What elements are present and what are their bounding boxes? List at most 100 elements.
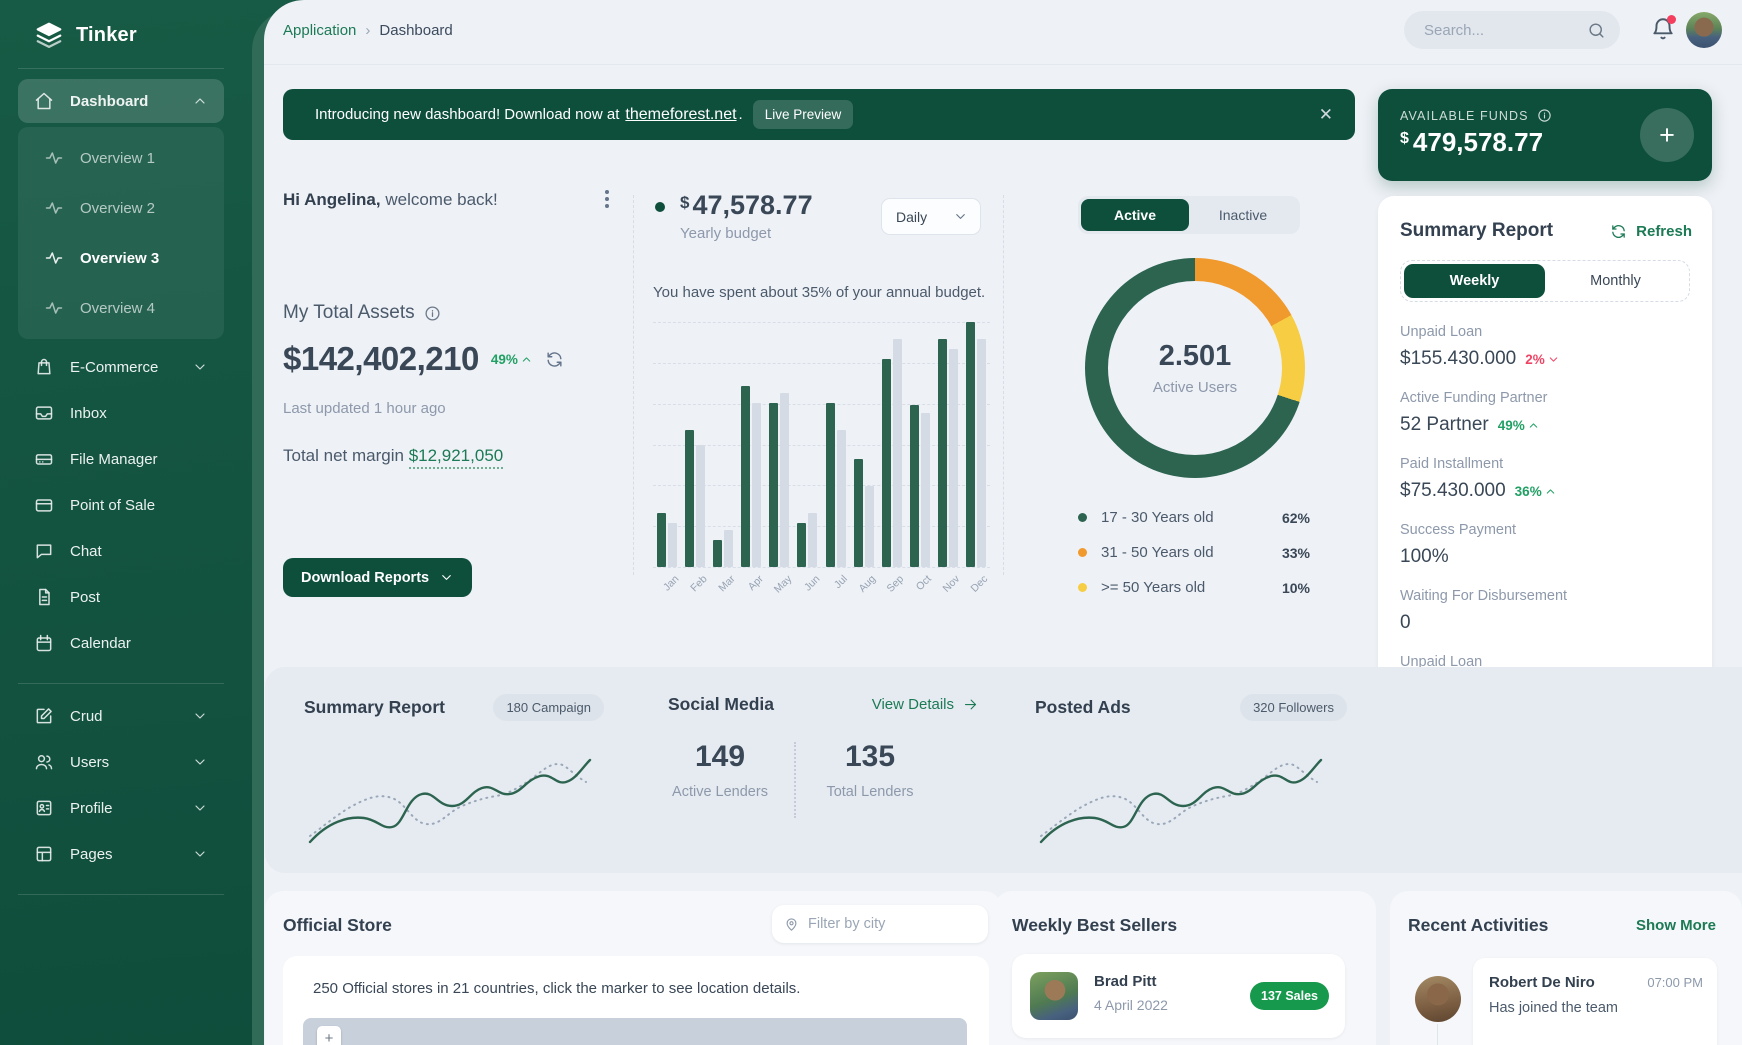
stat-label: Active Funding Partner [1400, 390, 1548, 406]
tab-monthly[interactable]: Monthly [1590, 273, 1641, 289]
summary-stat: Paid Installment $75.430.000 36% [1400, 456, 1690, 502]
view-details-link[interactable]: View Details [872, 696, 978, 713]
sidebar-item-point-of-sale[interactable]: Point of Sale [18, 483, 224, 527]
range-selected-value: Daily [896, 208, 928, 225]
user-avatar[interactable] [1686, 12, 1722, 48]
banner-link[interactable]: themeforest.net [625, 105, 737, 123]
sidebar-item-inbox[interactable]: Inbox [18, 391, 224, 435]
city-filter[interactable] [772, 905, 988, 943]
bar-budget [892, 339, 902, 567]
bar-spent [685, 429, 695, 567]
add-funds-button[interactable]: + [1640, 108, 1694, 162]
refresh-icon[interactable] [545, 350, 564, 369]
chevron-down-icon [956, 214, 965, 219]
search-box[interactable] [1404, 11, 1620, 49]
total-lenders-label: Total Lenders [826, 784, 914, 800]
chevron-up-icon [522, 356, 531, 362]
stat-label: Unpaid Loan [1400, 654, 1483, 670]
activity-name: Robert De Niro [1489, 974, 1595, 991]
sidebar-divider [18, 683, 224, 684]
net-margin-value[interactable]: $12,921,050 [408, 446, 504, 469]
sidebar-item-users[interactable]: Users [18, 740, 224, 784]
social-stats: 149 Active Lenders 135 Total Lenders [668, 740, 968, 818]
bar-spent [937, 339, 947, 567]
sidebar-item-pages[interactable]: Pages [18, 832, 224, 876]
breadcrumb-application[interactable]: Application [283, 22, 357, 39]
sidebar-item-overview-1[interactable]: Overview 1 [28, 133, 214, 183]
funds-label-row: AVAILABLE FUNDS [1400, 108, 1552, 123]
summary-stats: Unpaid Loan $155.430.000 2% Active Funding… [1400, 324, 1690, 720]
sidebar-item-e-commerce[interactable]: E-Commerce [18, 345, 224, 389]
donut-legend: 17 - 30 Years old 62% 31 - 50 Years old … [1078, 500, 1310, 605]
toggle-active[interactable]: Active [1081, 199, 1189, 231]
activity-time: 07:00 PM [1647, 975, 1703, 990]
seller-list-item[interactable]: Brad Pitt 4 April 2022 137 Sales [1012, 954, 1345, 1038]
campaign-badge: 180 Campaign [493, 694, 604, 721]
sidebar-item-label: File Manager [70, 450, 158, 468]
seller-name: Brad Pitt [1094, 973, 1157, 990]
assets-value-row: $142,402,210 49% [283, 340, 564, 378]
sidebar-item-file-manager[interactable]: File Manager [18, 437, 224, 481]
search-input[interactable] [1424, 21, 1574, 39]
sidebar-item-dashboard[interactable]: Dashboard [18, 79, 224, 123]
bar-group-may: May [765, 322, 794, 596]
chev-down-icon [195, 759, 205, 765]
toggle-inactive[interactable]: Inactive [1218, 207, 1268, 223]
sidebar-item-overview-4[interactable]: Overview 4 [28, 283, 214, 333]
bar-budget [724, 530, 734, 567]
breadcrumb-dashboard: Dashboard [379, 22, 453, 39]
sidebar-divider [18, 68, 224, 69]
sidebar-item-profile[interactable]: Profile [18, 786, 224, 830]
brand-name: Tinker [76, 23, 137, 46]
funds-currency: $ [1400, 130, 1409, 147]
file-text-icon [39, 588, 50, 606]
budget-label: Yearly budget [680, 225, 772, 242]
banner-close-icon[interactable]: ✕ [1318, 104, 1333, 124]
sidebar-item-calendar[interactable]: Calendar [18, 621, 224, 665]
chev-down-icon [1549, 356, 1557, 362]
legend-label: 31 - 50 Years old [1101, 544, 1214, 561]
tab-weekly[interactable]: Weekly [1404, 264, 1545, 298]
summary-stat: Unpaid Loan $155.430.000 2% [1400, 324, 1690, 370]
activity-list-item[interactable]: Robert De Niro 07:00 PM Has joined the t… [1473, 958, 1717, 1045]
brand[interactable]: Tinker [0, 0, 242, 50]
active-lenders-value: 149 [694, 740, 746, 773]
stat-delta: 49% [1498, 418, 1540, 433]
recent-activities-title: Recent Activities [1408, 915, 1549, 935]
best-sellers-title: Weekly Best Sellers [1012, 915, 1178, 935]
live-preview-button[interactable]: Live Preview [752, 100, 854, 129]
chev-up-icon [195, 98, 205, 104]
widget-menu-button[interactable] [598, 190, 616, 212]
budget-range-select[interactable]: Daily [881, 198, 981, 235]
store-map[interactable]: + [303, 1018, 967, 1045]
home-icon [35, 92, 53, 110]
sidebar-item-post[interactable]: Post [18, 575, 224, 619]
sidebar-item-chat[interactable]: Chat [18, 529, 224, 573]
edit-icon [36, 708, 52, 724]
gridline [653, 444, 990, 446]
stat-value: $75.430.000 [1400, 480, 1506, 501]
legend-value: 10% [1281, 579, 1310, 596]
posted-ads-block: Posted Ads 320 Followers [1035, 694, 1347, 844]
gridline [653, 567, 990, 568]
summary-stat: Success Payment 100% [1400, 522, 1690, 568]
info-icon [425, 305, 440, 321]
city-filter-input[interactable] [808, 916, 958, 932]
sidebar-item-overview-3[interactable]: Overview 3 [28, 233, 214, 283]
sidebar-item-label: Chat [70, 542, 102, 560]
download-reports-button[interactable]: Download Reports [283, 558, 473, 597]
sidebar-item-crud[interactable]: Crud [18, 694, 224, 738]
sidebar-item-overview-2[interactable]: Overview 2 [28, 183, 214, 233]
shopping-bag-icon [37, 358, 51, 375]
refresh-button[interactable]: Refresh [1610, 223, 1692, 240]
announcement-banner: Introducing new dashboard! Download now … [283, 89, 1355, 140]
bar-budget [752, 402, 762, 567]
stat-label: Waiting For Disbursement [1400, 588, 1568, 604]
funds-value: 479,578.77 [1412, 127, 1544, 157]
sidebar-item-label: Crud [70, 707, 103, 725]
available-funds-card: AVAILABLE FUNDS $479,578.77 + [1378, 89, 1712, 181]
map-zoom-button[interactable]: + [317, 1026, 341, 1045]
notifications-button[interactable] [1650, 15, 1676, 42]
show-more-link[interactable]: Show More [1635, 917, 1716, 934]
